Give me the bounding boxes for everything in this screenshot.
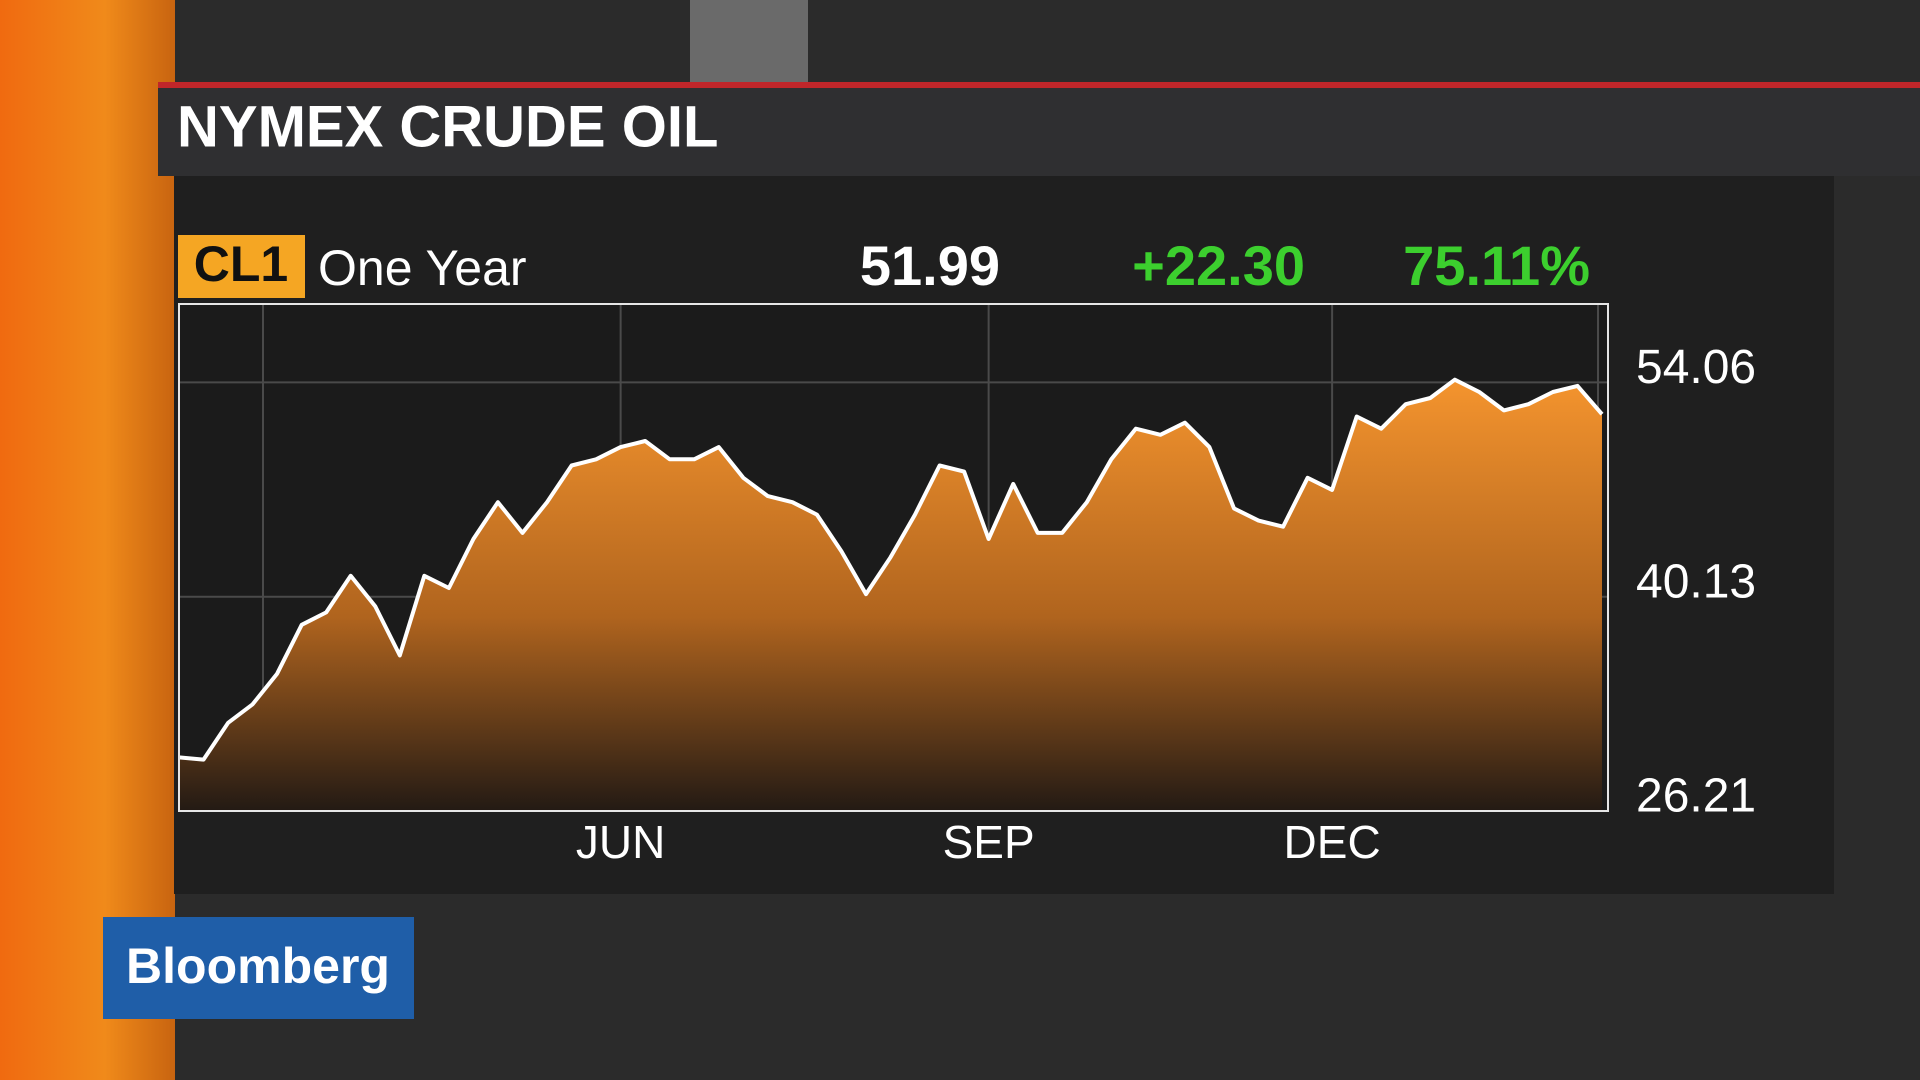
- last-price: 51.99: [860, 234, 1000, 297]
- x-tick-label: JUN: [576, 816, 665, 868]
- change: +22.30: [1132, 234, 1305, 297]
- plot-frame: [178, 303, 1609, 812]
- logo-box: [103, 917, 414, 1019]
- header-bar: [158, 88, 1920, 176]
- ticker: CL1: [194, 236, 288, 292]
- y-tick-label: 54.06: [1636, 341, 1756, 394]
- logo: Bloomberg: [126, 938, 390, 994]
- orange-strip: [0, 0, 175, 1080]
- line: [178, 377, 1604, 762]
- area: [179, 379, 1602, 811]
- x-tick-label: SEP: [943, 816, 1035, 868]
- overlay: [178, 377, 1604, 811]
- y-tick-label: 40.13: [1636, 555, 1756, 608]
- change-pct: 75.11%: [1403, 234, 1590, 297]
- bg-block: [690, 0, 808, 82]
- y-tick-label: 26.21: [1636, 770, 1756, 823]
- period: One Year: [318, 240, 527, 296]
- x-tick-label: DEC: [1284, 816, 1381, 868]
- chart-title: NYMEX CRUDE OIL: [177, 94, 718, 159]
- ticker-badge: [178, 235, 305, 298]
- red-rule: [158, 82, 1920, 88]
